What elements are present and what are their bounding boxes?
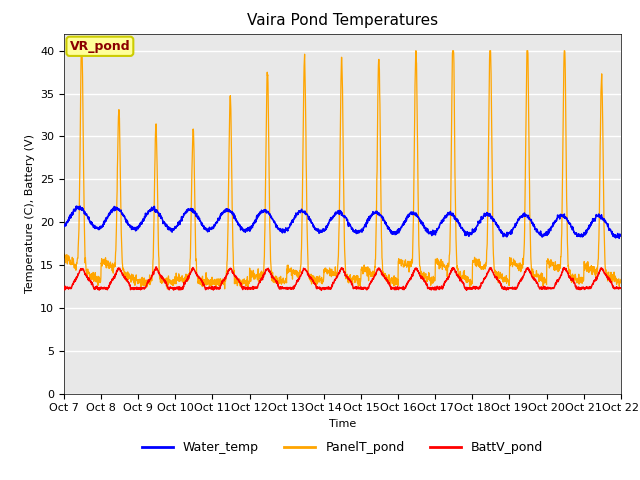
- Legend: Water_temp, PanelT_pond, BattV_pond: Water_temp, PanelT_pond, BattV_pond: [137, 436, 548, 459]
- X-axis label: Time: Time: [329, 419, 356, 429]
- Y-axis label: Temperature (C), Battery (V): Temperature (C), Battery (V): [24, 134, 35, 293]
- Text: VR_pond: VR_pond: [70, 40, 130, 53]
- Title: Vaira Pond Temperatures: Vaira Pond Temperatures: [247, 13, 438, 28]
